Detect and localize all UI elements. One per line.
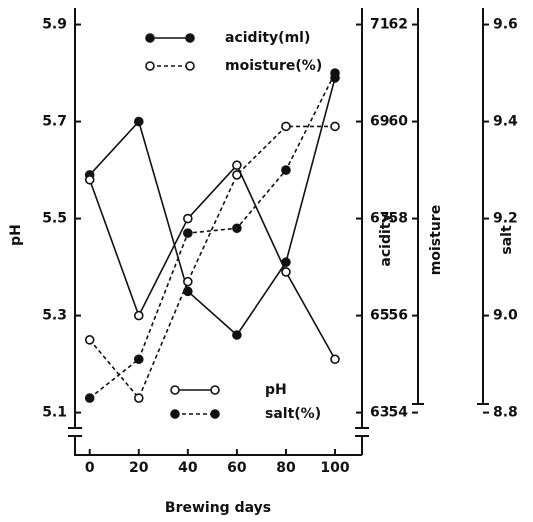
legend-marker	[145, 61, 155, 71]
data-point	[84, 393, 95, 403]
series-line	[89, 77, 336, 337]
y-tick-label: 5.1	[42, 405, 67, 421]
x-tick-label: 0	[85, 460, 95, 476]
data-point	[232, 223, 242, 234]
data-point	[133, 354, 144, 365]
y3-tick-label: 54	[389, 405, 409, 421]
legend-label: pH	[265, 382, 287, 398]
data-point	[330, 354, 340, 365]
series-line	[88, 163, 336, 360]
data-point	[281, 165, 291, 175]
x-tick-label: 20	[129, 460, 149, 476]
legend-label: acidity(ml)	[225, 30, 310, 46]
y4-tick-label: 9.4	[493, 114, 518, 130]
y3-axis-title: moisture	[428, 205, 444, 275]
data-point	[84, 174, 95, 185]
y2-tick-label: 65	[370, 308, 389, 324]
legend-marker	[170, 385, 180, 395]
y3-tick-label: 56	[389, 308, 408, 324]
legend-marker	[170, 409, 180, 419]
legend-label: moisture(%)	[225, 58, 322, 74]
x-tick-label: 40	[178, 460, 198, 476]
legend-marker	[210, 385, 220, 395]
data-point	[281, 121, 291, 132]
x-tick-label: 60	[227, 460, 247, 476]
y2-tick-label: 67	[370, 211, 389, 227]
legend-label: salt(%)	[265, 406, 321, 422]
y4-tick-label: 9.6	[493, 17, 518, 33]
x-axis-title: Brewing days	[165, 500, 271, 516]
legend-marker	[185, 33, 195, 43]
y-tick-label: 5.7	[42, 114, 67, 130]
y4-axis-title: salt	[499, 225, 515, 255]
x-tick-label: 80	[276, 460, 296, 476]
x-tick-label: 100	[320, 460, 349, 476]
y-tick-label: 5.9	[42, 17, 67, 33]
legend-marker	[145, 33, 155, 43]
data-point	[183, 228, 193, 238]
y3-tick-label: 62	[389, 17, 408, 33]
data-point	[84, 335, 95, 345]
data-point	[133, 116, 144, 127]
data-point	[133, 393, 144, 403]
data-point	[232, 330, 242, 340]
y2-axis-title: acidity	[378, 213, 394, 266]
y4-tick-label: 9.0	[493, 308, 518, 324]
data-point	[183, 276, 193, 287]
data-point	[330, 68, 340, 78]
y3-tick-label: 60	[389, 114, 409, 130]
y-tick-label: 5.3	[42, 308, 67, 324]
data-point	[183, 213, 193, 224]
data-point	[281, 267, 291, 277]
y4-tick-label: 9.2	[493, 211, 518, 227]
y-axis-title: pH	[8, 224, 24, 246]
legend-marker	[210, 409, 220, 419]
data-point	[133, 310, 144, 321]
y2-tick-label: 71	[370, 17, 389, 33]
y3-tick-label: 58	[389, 211, 408, 227]
y2-tick-label: 69	[370, 114, 389, 130]
y-tick-label: 5.5	[42, 211, 67, 227]
data-point	[232, 160, 242, 171]
data-point	[330, 121, 340, 132]
legend-marker	[185, 61, 195, 71]
y2-tick-label: 63	[370, 405, 389, 421]
series-line	[89, 72, 336, 399]
data-point	[183, 286, 193, 297]
axis-breaks	[68, 403, 489, 437]
y4-tick-label: 8.8	[493, 405, 518, 421]
series-line	[89, 125, 336, 400]
